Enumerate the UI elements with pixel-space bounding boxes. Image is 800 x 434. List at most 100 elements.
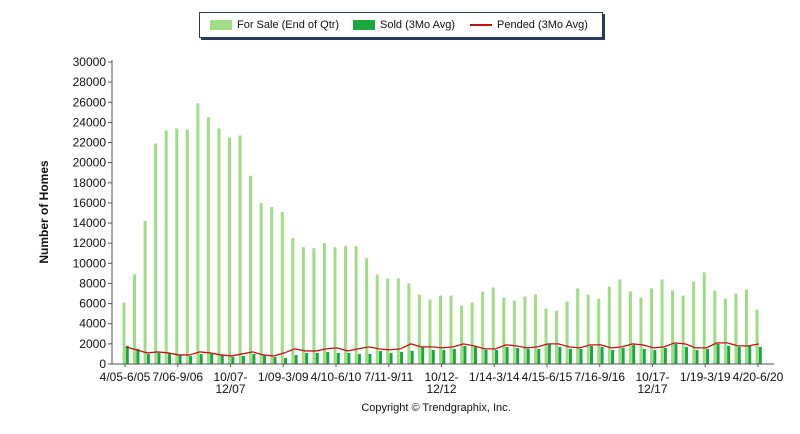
bar-sold [558, 346, 562, 364]
y-tick-label: 28000 [73, 75, 107, 89]
bar-for-sale [301, 247, 305, 364]
y-tick-label: 14000 [73, 216, 107, 230]
bar-for-sale [512, 300, 516, 364]
bar-sold [621, 347, 625, 364]
bar-for-sale [481, 291, 485, 364]
bar-for-sale [755, 309, 759, 364]
axes-group: 0 2000 4000 6000 8000 10000 12000 14000 16000 180… [73, 55, 784, 396]
bar-for-sale [206, 117, 210, 364]
bar-sold [252, 353, 256, 364]
bar-sold [326, 351, 330, 364]
bar-for-sale [639, 297, 643, 364]
bar-for-sale [217, 128, 221, 364]
bar-sold [473, 346, 477, 364]
bar-sold [178, 354, 182, 364]
bar-sold [674, 343, 678, 364]
bar-sold [315, 352, 319, 364]
bar-sold [336, 352, 340, 364]
y-tick-label: 22000 [73, 136, 107, 150]
bar-for-sale [702, 272, 706, 364]
legend-item-for-sale: For Sale (End of Qtr) [210, 19, 339, 31]
bar-for-sale [502, 297, 506, 364]
bar-sold [463, 345, 467, 364]
bar-sold [568, 348, 572, 364]
copyright-text: Copyright © Trendgraphix, Inc. [361, 402, 511, 414]
x-tick-label: 7/11-9/11 [364, 370, 413, 384]
bar-for-sale [185, 129, 189, 364]
bar-sold [579, 348, 583, 364]
y-tick-label: 4000 [79, 317, 106, 331]
bar-sold [199, 353, 203, 364]
bar-for-sale [396, 278, 400, 364]
bar-for-sale [122, 302, 126, 364]
bar-for-sale [671, 290, 675, 364]
bar-sold [632, 344, 636, 364]
bar-for-sale [196, 103, 200, 365]
bar-sold [611, 349, 615, 364]
bar-sold [231, 356, 235, 364]
bar-sold [695, 349, 699, 364]
x-tick-label: 7/06-9/06 [152, 370, 203, 384]
y-tick-label: 6000 [79, 297, 106, 311]
y-tick-label: 10000 [73, 256, 107, 270]
bar-sold [484, 349, 488, 364]
bar-sold [389, 352, 393, 364]
bar-sold [273, 356, 277, 364]
y-tick-label: 0 [99, 357, 106, 371]
bar-sold [452, 348, 456, 364]
legend-item-sold: Sold (3Mo Avg) [353, 19, 455, 31]
y-tick-label: 26000 [73, 95, 107, 109]
legend-item-pended: Pended (3Mo Avg) [470, 19, 588, 31]
bar-for-sale [312, 248, 316, 364]
y-tick-label: 8000 [79, 276, 106, 290]
bar-sold [368, 353, 372, 364]
bar-for-sale [143, 221, 147, 364]
bar-sold [294, 354, 298, 364]
bar-sold [442, 349, 446, 364]
bar-for-sale [354, 246, 358, 364]
bar-sold [590, 345, 593, 364]
bar-sold [379, 350, 382, 364]
legend-label-for-sale: For Sale (End of Qtr) [237, 19, 340, 31]
bar-sold [305, 352, 309, 364]
x-tick-label: 4/15-6/15 [522, 370, 573, 384]
bar-for-sale [344, 246, 348, 364]
y-tick-label: 20000 [73, 156, 107, 170]
bar-for-sale [449, 295, 453, 364]
bar-for-sale [491, 287, 495, 364]
bar-sold [262, 354, 266, 364]
bar-sold [357, 353, 361, 364]
bar-for-sale [650, 288, 653, 364]
bar-sold [400, 351, 404, 364]
bar-for-sale [428, 299, 432, 364]
bar-for-sale [660, 279, 664, 364]
bar-for-sale [523, 296, 527, 364]
bar-for-sale [607, 286, 611, 364]
bar-for-sale [375, 274, 379, 364]
bar-for-sale [576, 288, 580, 364]
bar-sold [663, 347, 667, 364]
bars-group [122, 103, 762, 365]
x-tick-label: 10/17-12/17 [635, 370, 669, 396]
bar-sold [125, 345, 129, 364]
bar-for-sale [618, 279, 622, 364]
bar-sold [600, 346, 604, 364]
bar-for-sale [628, 291, 632, 364]
bar-for-sale [470, 302, 474, 364]
x-tick-label: 1/09-3/09 [258, 370, 309, 384]
bar-for-sale [333, 247, 337, 364]
bar-for-sale [439, 295, 442, 364]
pended-line [125, 342, 760, 357]
bar-sold [347, 352, 351, 364]
x-tick-label: 7/16-9/16 [574, 370, 625, 384]
bar-for-sale [692, 281, 696, 364]
y-axis-label: Number of Homes [37, 160, 51, 264]
legend: For Sale (End of Qtr) Sold (3Mo Avg) Pen… [199, 12, 603, 38]
bar-for-sale [565, 301, 569, 364]
y-tick-label: 12000 [73, 236, 107, 250]
bar-for-sale [555, 310, 559, 364]
bar-for-sale [723, 298, 727, 364]
bar-for-sale [175, 128, 179, 364]
bar-for-sale [744, 289, 748, 364]
